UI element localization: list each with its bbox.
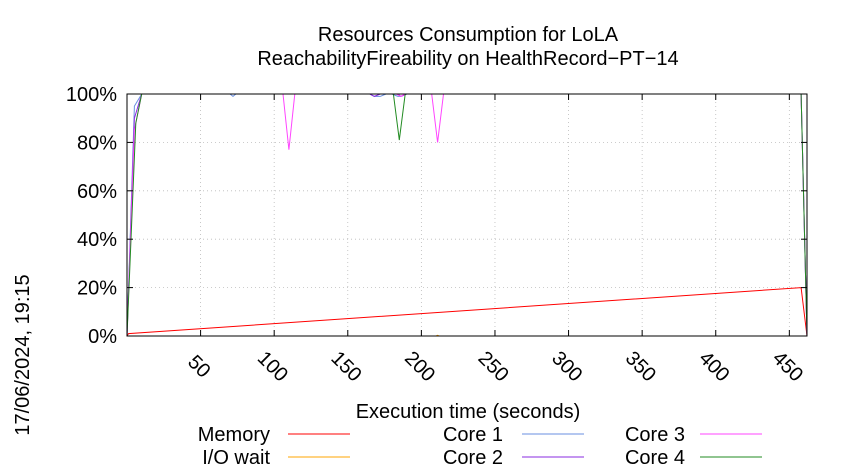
legend-label: Memory [198,424,270,446]
y-tick-label: 0% [88,326,117,348]
x-axis-label: Execution time (seconds) [356,401,581,423]
series-lines [126,93,808,337]
y-tick-label: 60% [77,181,117,203]
y-tick-label: 100% [66,84,117,106]
chart-title: Resources Consumption for LoLA [318,24,619,46]
chart-subtitle: ReachabilityFireability on HealthRecord−… [257,48,678,70]
x-tick-label: 100 [253,347,292,386]
series-line-core-3 [126,93,808,337]
legend-label: Core 2 [443,447,503,469]
legend-label: I/O wait [202,447,270,469]
timestamp-label: 17/06/2024, 19:15 [12,274,34,435]
series-line-core-1 [126,93,808,337]
series-line-core-2 [126,93,808,337]
x-axis-ticks: 50 100 150 200 250 300 350 400 450 [183,94,807,386]
x-tick-label: 300 [547,347,586,386]
plot-frame [126,93,808,337]
x-tick-label: 450 [768,347,807,386]
x-tick-label: 250 [474,347,513,386]
legend-label: Core 1 [443,424,503,446]
y-tick-label: 80% [77,132,117,154]
x-tick-label: 50 [183,351,214,382]
grid-lines [127,93,807,337]
x-tick-label: 400 [694,347,733,386]
y-tick-label: 40% [77,229,117,251]
series-line-memory [126,287,808,337]
y-tick-label: 20% [77,278,117,300]
series-line-core-4 [126,93,808,337]
x-tick-label: 200 [400,347,439,386]
x-tick-label: 350 [621,347,660,386]
legend-label: Core 4 [625,447,685,469]
x-tick-label: 150 [326,347,365,386]
legend-label: Core 3 [625,424,685,446]
y-axis-ticks: 0% 20% 40% 60% 80% 100% [66,84,807,348]
